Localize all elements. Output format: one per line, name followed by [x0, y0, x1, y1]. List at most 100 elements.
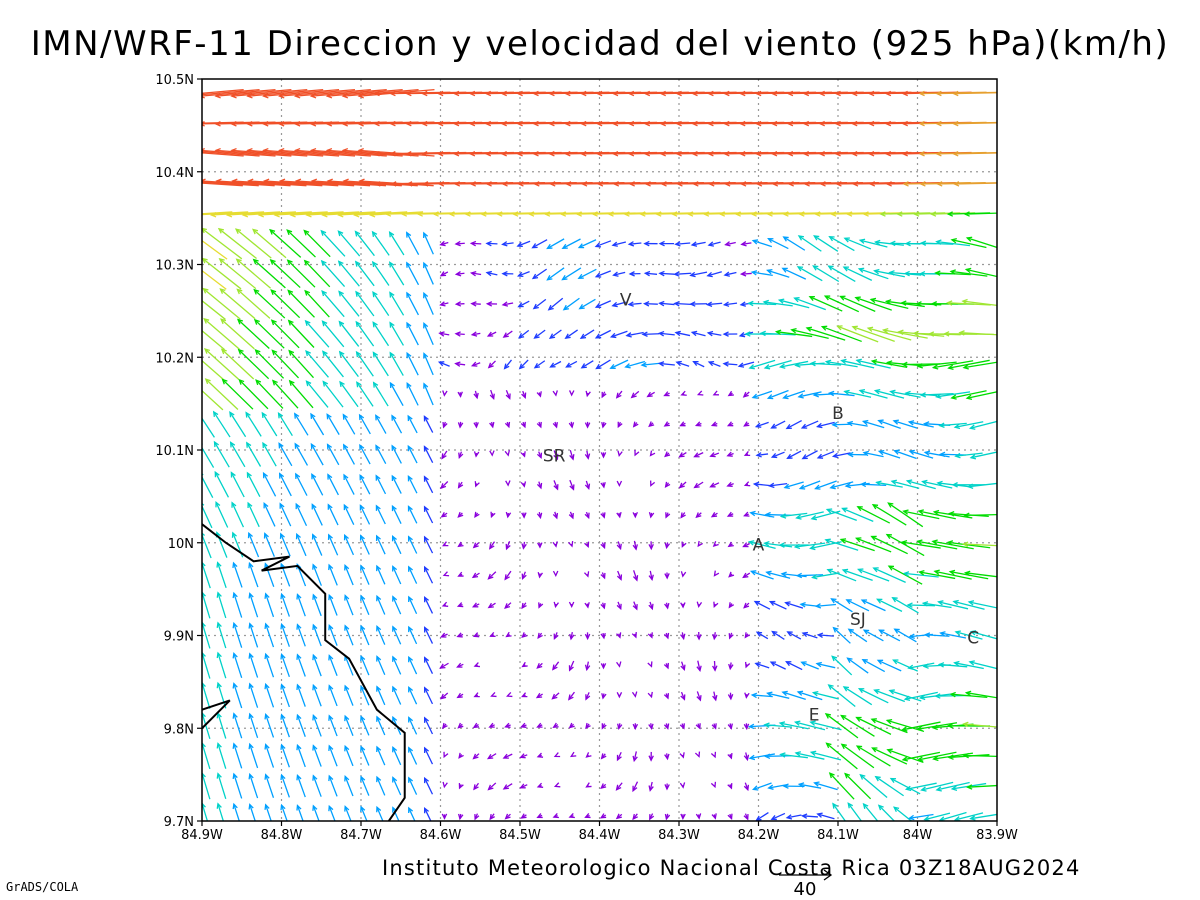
wind-vector — [552, 722, 559, 729]
lat-tick-label: 10.4N — [155, 166, 194, 181]
wind-vector — [693, 452, 704, 458]
wind-vector — [202, 299, 226, 320]
wind-vector — [248, 622, 259, 648]
wind-vector — [921, 479, 953, 489]
wind-vector — [751, 782, 772, 791]
wind-vector — [457, 391, 463, 398]
wind-vector — [304, 289, 330, 318]
wind-vector — [742, 391, 750, 398]
wind-vector — [577, 239, 597, 249]
wind-vector — [407, 414, 418, 434]
wind-vector — [215, 178, 291, 187]
wind-vector — [595, 359, 611, 370]
wind-vector — [707, 241, 721, 247]
wind-vector — [726, 421, 734, 427]
wind-vector — [424, 746, 434, 765]
wind-vector — [439, 662, 449, 669]
wind-vector — [235, 258, 272, 289]
wind-vector — [811, 690, 839, 700]
wind-vector — [504, 602, 512, 610]
wind-vector — [726, 481, 734, 487]
wind-vector — [520, 421, 526, 429]
wind-vector — [338, 290, 360, 317]
wind-vector — [611, 241, 627, 247]
wind-vector — [247, 501, 260, 528]
wind-vector — [952, 120, 997, 127]
wind-vector — [969, 813, 997, 821]
wind-vector — [695, 512, 702, 519]
wind-vector — [490, 511, 496, 519]
wind-vector — [648, 781, 654, 792]
city-labels: V B SR A SJ C E — [543, 291, 979, 726]
lon-tick-label: 84.7W — [340, 828, 382, 843]
wind-vector — [328, 774, 338, 797]
wind-vector — [583, 571, 590, 578]
wind-vector — [269, 228, 302, 258]
wind-vector — [391, 534, 402, 555]
wind-vector — [552, 390, 558, 397]
wind-vector — [696, 631, 702, 641]
wind-vector — [828, 236, 855, 252]
wind-vector — [808, 295, 843, 312]
wind-vector — [726, 511, 734, 517]
wind-vector — [600, 783, 607, 790]
wind-vector — [767, 238, 789, 250]
wind-vector — [296, 683, 306, 707]
wind-vector — [278, 442, 293, 467]
wind-vector — [674, 241, 691, 247]
wind-vector — [765, 570, 791, 579]
wind-vector — [568, 511, 574, 520]
map-title: IMN/WRF-11 Direccion y velocidad del vie… — [30, 24, 1170, 64]
wind-vector — [663, 723, 670, 730]
wind-vector — [359, 474, 371, 495]
wind-vector — [456, 632, 464, 638]
wind-vector — [262, 471, 277, 497]
wind-vector — [937, 600, 969, 610]
wind-vector — [442, 722, 448, 730]
wind-vector — [920, 781, 954, 792]
wind-vector — [664, 451, 671, 458]
wind-vector — [440, 512, 448, 518]
wind-vector — [312, 593, 322, 617]
wind-vector — [473, 451, 480, 458]
wind-vector — [536, 481, 543, 490]
wind-vector — [546, 267, 565, 281]
wind-vector — [312, 683, 322, 707]
wind-vector — [202, 473, 214, 498]
wind-vector — [632, 723, 639, 731]
lon-tick-label: 84.8W — [261, 828, 303, 843]
wind-vector — [935, 239, 970, 247]
wind-vector — [766, 389, 789, 400]
wind-vector — [246, 147, 324, 157]
wind-vector — [862, 802, 879, 821]
wind-vector — [874, 775, 904, 797]
wind-vector — [280, 653, 290, 678]
wind-vector — [232, 621, 243, 648]
wind-vector — [628, 271, 641, 277]
wind-vector — [505, 389, 511, 400]
wind-vector — [488, 722, 495, 728]
wind-vector — [722, 331, 738, 337]
wind-vector — [521, 512, 527, 519]
wind-vector — [846, 420, 868, 427]
wind-vector — [938, 422, 967, 429]
wind-vector — [680, 691, 686, 701]
wind-vector — [631, 691, 638, 698]
wind-vector — [360, 805, 368, 821]
wind-vector — [216, 802, 224, 821]
wind-vector — [270, 289, 301, 319]
wind-vector — [664, 753, 670, 761]
wind-vector — [202, 561, 211, 589]
coastline — [202, 523, 406, 821]
wind-vector — [816, 421, 835, 429]
wind-vector — [280, 743, 290, 768]
wind-vector — [632, 540, 638, 551]
wind-vector — [470, 331, 481, 337]
wind-vector — [536, 722, 543, 728]
wind-vector — [952, 90, 997, 97]
wind-vector — [359, 534, 370, 555]
wind-vector — [287, 319, 315, 348]
wind-vector — [627, 301, 642, 307]
wind-vector — [280, 803, 288, 821]
wind-vector — [423, 261, 434, 285]
